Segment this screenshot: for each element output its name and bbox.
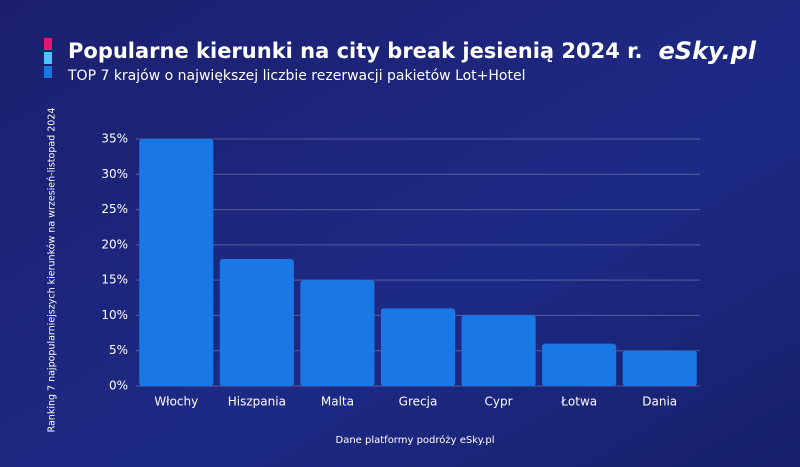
y-tick-label: 35% <box>101 132 128 146</box>
chart-title: Popularne kierunki na city break jesieni… <box>68 39 642 63</box>
logo: eSky.pl <box>659 37 757 65</box>
y-tick-label: 15% <box>101 273 128 287</box>
bar <box>300 280 375 386</box>
x-tick-label: Malta <box>321 395 354 409</box>
y-tick-label: 10% <box>101 308 128 322</box>
bar <box>139 139 214 386</box>
bar <box>622 350 697 386</box>
bar <box>380 308 456 386</box>
x-tick-label: Łotwa <box>560 395 597 409</box>
y-tick-label: 30% <box>101 167 128 181</box>
x-tick-label: Dania <box>642 395 677 409</box>
y-tick-label: 0% <box>109 379 128 393</box>
accent <box>44 66 52 78</box>
y-tick-label: 25% <box>101 202 128 216</box>
accent <box>44 52 52 64</box>
y-tick-label: 5% <box>109 343 128 357</box>
y-axis-label: Ranking 7 najpopularniejszych kierunków … <box>47 108 58 433</box>
y-tick-label: 20% <box>101 237 128 251</box>
accent <box>44 38 52 50</box>
bar <box>461 315 536 386</box>
source: Dane platformy podróży eSky.pl <box>336 434 495 446</box>
chart-subtitle: TOP 7 krajów o największej liczbie rezer… <box>67 68 526 84</box>
x-tick-label: Włochy <box>154 395 198 409</box>
x-tick-label: Hiszpania <box>228 395 286 409</box>
x-tick-label: Cypr <box>485 395 513 409</box>
bar <box>219 258 294 386</box>
x-tick-label: Grecja <box>399 395 438 409</box>
bar <box>542 343 617 386</box>
